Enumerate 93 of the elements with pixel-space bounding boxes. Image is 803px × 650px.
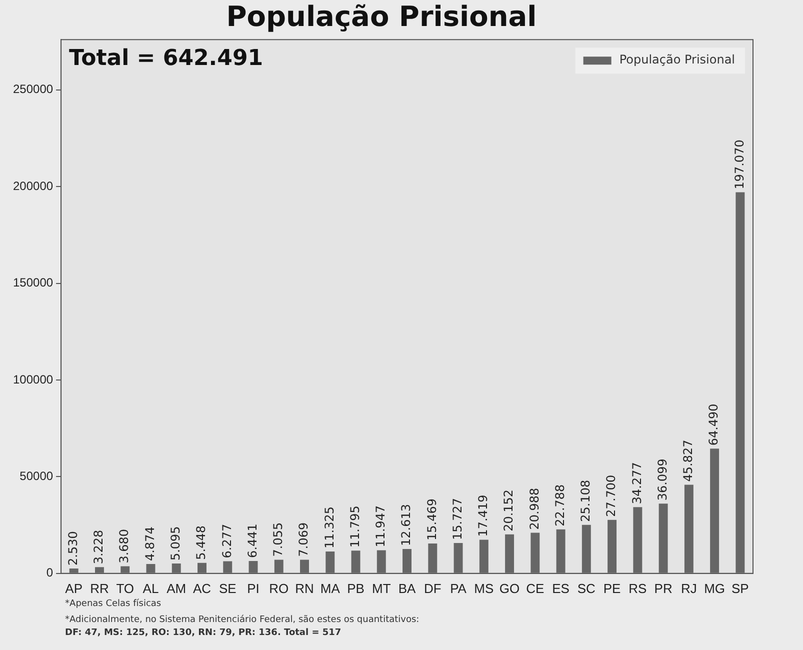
bar (69, 568, 78, 573)
text: DF: 47, MS: 125, RO: 130, RN: 79, PR: 136. Total = 517 (65, 628, 342, 638)
data-label: 34.277 (630, 462, 644, 504)
data-label: 6.277 (220, 524, 234, 558)
bar (479, 540, 488, 573)
bar (658, 504, 668, 573)
bar (556, 529, 566, 573)
x-tick-label: BA (398, 580, 416, 596)
x-tick-label: PB (347, 580, 364, 596)
bar (376, 550, 386, 573)
data-label: 7.055 (271, 522, 286, 557)
data-label: 11.325 (322, 506, 336, 548)
x-tick-label: AP (65, 580, 83, 596)
x-tick-label: GO (499, 580, 520, 596)
bar (198, 562, 206, 573)
x-tick-label: AC (192, 580, 212, 596)
x-tick-label: RO (269, 580, 289, 596)
bar (95, 567, 104, 573)
data-label: 6.441 (245, 524, 260, 558)
bar (351, 550, 360, 573)
annotation: Total = 642.491 (69, 46, 264, 71)
bar (248, 560, 258, 573)
text: *Apenas Celas físicas (65, 599, 162, 610)
bar (428, 543, 438, 573)
data-label: 11.795 (348, 506, 362, 548)
x-tick-label: MA (320, 580, 340, 596)
bar (582, 524, 591, 573)
data-label: 7.069 (296, 522, 311, 557)
bar (710, 448, 720, 573)
bar (684, 484, 694, 573)
data-label: 197.070 (732, 140, 746, 190)
data-label: 3.228 (92, 530, 106, 564)
y-tick-label: 0 (46, 566, 54, 580)
x-tick-label: RS (628, 580, 648, 596)
x-tick-label: AM (166, 580, 186, 596)
bar (505, 534, 514, 573)
bar (402, 549, 412, 573)
x-tick-label: SP (732, 580, 749, 596)
data-label: 5.095 (168, 526, 182, 561)
data-label: 20.152 (502, 489, 516, 532)
data-label: 17.419 (476, 494, 490, 537)
bar (454, 542, 463, 573)
data-label: 3.680 (117, 528, 132, 564)
x-tick-label: MG (704, 580, 726, 596)
x-tick-label: MT (372, 580, 391, 596)
x-tick-label: CE (526, 580, 545, 596)
bar (146, 564, 156, 573)
x-tick-label: ES (552, 580, 570, 596)
bar (172, 564, 181, 573)
x-tick-label: RR (90, 580, 109, 596)
y-tick-label: 200000 (12, 178, 54, 193)
data-label: 5.448 (194, 526, 208, 560)
bar (120, 566, 130, 573)
data-label: 27.700 (604, 474, 618, 517)
x-tick-label: RN (295, 580, 314, 596)
data-label: 12.613 (399, 504, 414, 546)
text: *Adicionalmente, no Sistema Penitenciário Federal, são estes os quantitativos: (65, 615, 420, 626)
data-label: 15.727 (450, 498, 464, 540)
x-tick-label: RJ (680, 580, 697, 596)
bar (736, 192, 745, 573)
bar (608, 520, 617, 573)
data-label: 64.490 (706, 404, 721, 446)
data-label: 20.988 (527, 488, 542, 530)
x-tick-label: PI (247, 580, 260, 596)
bar (274, 560, 284, 573)
data-label: 11.947 (374, 505, 388, 548)
x-tick-label: MS (474, 580, 494, 596)
bar (633, 507, 642, 573)
data-label: 36.099 (655, 458, 670, 501)
y-tick-label: 150000 (12, 276, 54, 290)
data-label: 15.469 (424, 498, 439, 540)
bar (326, 551, 335, 573)
y-tick-label: 50000 (20, 469, 54, 484)
bar (530, 532, 540, 573)
data-label: 2.530 (66, 531, 80, 566)
bar (300, 560, 309, 573)
x-tick-label: PA (450, 580, 467, 596)
data-label: 25.108 (578, 480, 593, 522)
x-tick-label: SE (218, 580, 237, 596)
data-label: 4.874 (142, 526, 157, 561)
bar (223, 561, 232, 573)
chart-title: População Prisional (226, 0, 537, 34)
x-tick-label: PE (603, 580, 622, 596)
x-tick-label: DF (424, 580, 442, 596)
x-tick-label: SC (577, 580, 596, 596)
y-tick-label: 250000 (12, 82, 54, 96)
y-tick-label: 100000 (12, 372, 54, 386)
x-tick-label: TO (116, 580, 134, 596)
x-tick-label: PR (654, 580, 672, 596)
legend-label: População Prisional (619, 52, 736, 67)
data-label: 45.827 (681, 440, 696, 482)
data-label: 22.788 (552, 484, 567, 526)
x-tick-label: AL (142, 580, 159, 596)
